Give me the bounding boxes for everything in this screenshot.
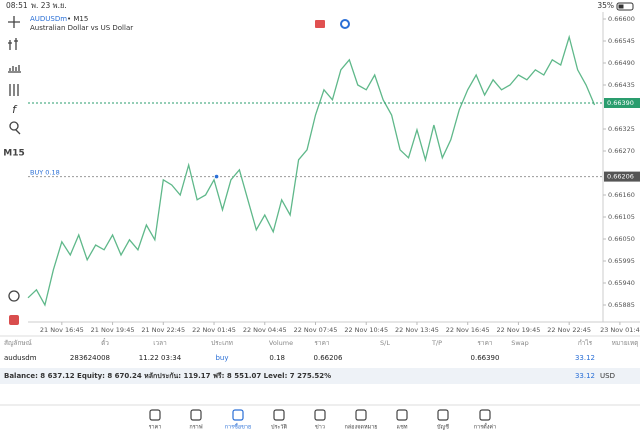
table-cell: 0.66206 (314, 354, 343, 362)
y-tick-label: 0.65885 (608, 301, 635, 309)
battery-level (618, 4, 624, 9)
x-tick-label: 22 Nov 22:45 (547, 326, 591, 334)
battery-icon (616, 2, 634, 11)
nav-label[interactable]: แชท (397, 424, 408, 431)
nav-icon[interactable] (355, 409, 367, 421)
y-tick-label: 0.66600 (608, 15, 635, 23)
nav-icon[interactable] (232, 409, 244, 421)
column-header: หมายเหตุ (612, 339, 639, 347)
nav-icon[interactable] (190, 409, 202, 421)
settings-tool[interactable] (9, 84, 19, 96)
positions-table: Balance: 8 637.12 Equity: 8 670.24 หลักป… (0, 335, 640, 406)
battery-text: 35% (597, 1, 614, 10)
x-tick-label: 22 Nov 10:45 (344, 326, 388, 334)
summary-bar (0, 368, 640, 384)
x-tick-label: 23 Nov 01:4 (600, 326, 640, 334)
trade-button[interactable] (315, 20, 325, 28)
period: • M15 (67, 15, 88, 23)
summary-text: Balance: 8 637.12 Equity: 8 670.24 หลักป… (4, 372, 331, 380)
x-tick-label: 21 Nov 22:45 (141, 326, 185, 334)
order-text: BUY 0.18 (30, 169, 60, 177)
table-cell: 283624008 (70, 354, 110, 362)
nav-label[interactable]: ราคา (149, 425, 162, 431)
objects-tool[interactable] (9, 121, 21, 135)
nav-label[interactable]: บัญชี (437, 424, 449, 431)
summary-profit: 33.12 (575, 372, 595, 380)
column-header: Swap (511, 339, 529, 347)
table-cell: audusdm (4, 354, 37, 362)
chart-subtitle: Australian Dollar vs US Dollar (30, 24, 133, 32)
order-entry-dot (214, 174, 219, 179)
y-tick-label: 0.66160 (608, 191, 635, 199)
column-header: ตั๋ว (101, 338, 109, 347)
nav-label[interactable]: การตั้งค่า (474, 423, 496, 431)
nav-icon[interactable] (149, 409, 161, 421)
x-tick-label: 22 Nov 13:45 (395, 326, 439, 334)
oneclick-tool[interactable] (9, 315, 19, 325)
indicators-tool[interactable] (8, 65, 21, 73)
column-header: ราคา (314, 339, 329, 347)
column-header: เวลา (153, 339, 167, 347)
x-tick-label: 22 Nov 16:45 (446, 326, 490, 334)
toolbar: f M15 (3, 16, 25, 325)
bottom-nav: ราคา กราฟ การซื้อขาย ประวัติ ข่าว กล่องจดหมาย… (149, 409, 496, 431)
column-header: กำไร (578, 339, 593, 347)
nav-icon[interactable] (273, 409, 285, 421)
y-tick-label: 0.66325 (608, 125, 635, 133)
nav-label[interactable]: กล่องจดหมาย (344, 425, 377, 431)
nav-label[interactable]: การซื้อขาย (225, 423, 251, 431)
x-tick-label: 22 Nov 19:45 (497, 326, 541, 334)
price-line-series (27, 34, 596, 307)
x-tick-label: 22 Nov 04:45 (243, 326, 287, 334)
table-cell: 0.66390 (471, 354, 500, 362)
nav-icon[interactable] (314, 409, 326, 421)
nav-icon[interactable] (396, 409, 408, 421)
current-price-box (604, 98, 640, 108)
x-tick-label: 22 Nov 07:45 (294, 326, 338, 334)
column-header: T/P (431, 339, 442, 347)
nav-icon[interactable] (437, 409, 449, 421)
y-tick-label: 0.66545 (608, 37, 635, 45)
x-tick-label: 22 Nov 01:45 (192, 326, 236, 334)
column-header: Volume (269, 339, 293, 347)
candles-tool[interactable] (8, 38, 18, 50)
crosshair-tool[interactable] (8, 16, 20, 28)
table-cell: 0.18 (269, 354, 285, 362)
y-tick-label: 0.65940 (608, 279, 635, 287)
y-tick-label: 0.65995 (608, 257, 635, 265)
column-header: ประเภท (211, 339, 233, 347)
nav-label[interactable]: ประวัติ (271, 424, 287, 431)
table-cell: 33.12 (575, 354, 595, 362)
y-tick-label: 0.66050 (608, 235, 635, 243)
symbol: AUDUSDm (30, 15, 67, 23)
summary-currency: USD (600, 372, 615, 380)
y-tick-label: 0.66105 (608, 213, 635, 221)
table-cell: buy (215, 354, 228, 362)
y-tick-label: 0.66490 (608, 59, 635, 67)
x-tick-label: 21 Nov 19:45 (91, 326, 135, 334)
nav-label[interactable]: ข่าว (315, 425, 325, 431)
nav-label[interactable]: กราฟ (189, 424, 202, 431)
function-tool[interactable]: f (12, 103, 18, 116)
y-tick-label: 0.66435 (608, 81, 635, 89)
y-tick-label: 0.66270 (608, 147, 635, 155)
column-header: สัญลักษณ์ (4, 339, 32, 347)
status-time: 08:51 (6, 1, 28, 10)
column-header: S/L (380, 339, 390, 347)
order-label-box (604, 171, 640, 182)
status-date: พ. 23 พ.ย. (31, 1, 67, 10)
x-tick-label: 21 Nov 16:45 (40, 326, 84, 334)
zoom-tool[interactable] (8, 290, 20, 302)
chart: AUDUSDm • M15 Australian Dollar vs US Do… (27, 12, 640, 334)
current-price-label: 0.66390 (607, 99, 634, 107)
order-label: 0.66206 (607, 173, 634, 181)
sync-button[interactable] (340, 19, 350, 29)
table-cell: 11.22 03:34 (139, 354, 182, 362)
timeframe[interactable]: M15 (3, 149, 24, 159)
nav-icon[interactable] (479, 409, 491, 421)
column-header: ราคา (477, 339, 492, 347)
